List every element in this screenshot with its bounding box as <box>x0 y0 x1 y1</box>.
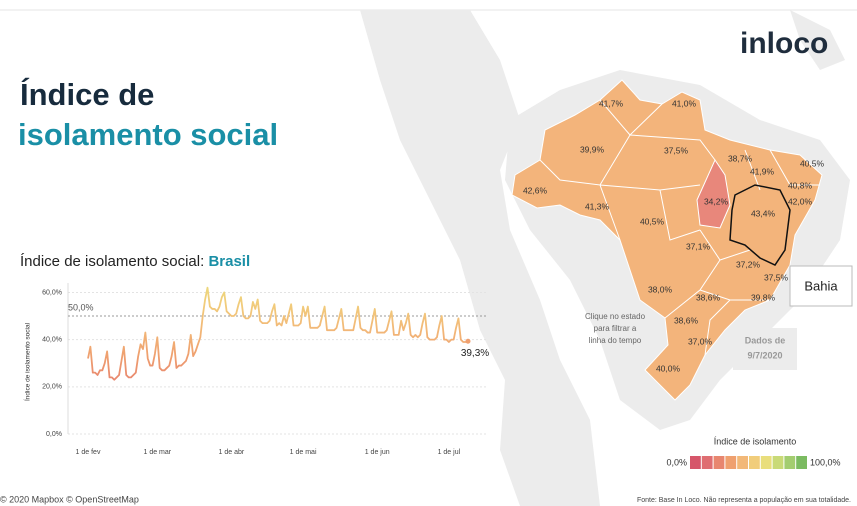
state-label: 39,8% <box>751 292 776 302</box>
x-tick-label: 1 de abr <box>219 449 245 456</box>
chart-title-highlight: Brasil <box>208 253 250 270</box>
legend-min: 0,0% <box>666 457 687 467</box>
state-label: 40,5% <box>800 158 825 168</box>
state-label: 38,6% <box>696 292 721 302</box>
date-box-text: Dados de 9/7/2020 <box>745 335 786 360</box>
legend-swatch <box>713 456 725 469</box>
tooltip: Bahia <box>804 278 838 293</box>
x-tick-label: 1 de mai <box>290 449 317 456</box>
x-tick-label: 1 de jun <box>365 449 390 456</box>
legend-swatch <box>737 456 748 469</box>
source-note: Fonte: Base In Loco. Não representa a po… <box>637 497 851 504</box>
state-label: 40,5% <box>640 216 665 226</box>
state-label: 37,2% <box>736 259 761 269</box>
legend-swatch <box>725 456 737 469</box>
state-label: 38,0% <box>648 284 673 294</box>
state-label: 40,0% <box>656 363 681 373</box>
state-label: 41,0% <box>672 98 697 108</box>
hint: Clique no estado para filtrar a linha do t… <box>585 312 646 345</box>
y-tick-label: 0,0% <box>46 431 62 438</box>
state-label: 41,7% <box>599 98 624 108</box>
y-tick-label: 40,0% <box>42 336 62 343</box>
state-label: 37,1% <box>686 241 711 251</box>
map-labels: 41,7% 41,0% 39,9% 37,5% 38,7% 41,9% 40,5% 40,8%… <box>523 98 825 373</box>
logo: inloco <box>740 27 828 60</box>
y-tick-label: 20,0% <box>42 384 62 391</box>
state-label: 40,8% <box>788 180 813 190</box>
state-label: 37,5% <box>664 145 689 155</box>
page-title-line2: isolamento social <box>18 117 278 152</box>
x-tick-label: 1 de fev <box>76 449 101 456</box>
legend-swatch <box>796 456 807 469</box>
legend-swatch <box>749 456 760 469</box>
hint-line: Clique no estado <box>585 312 646 321</box>
state-tocantins[interactable] <box>696 158 731 229</box>
brazil-map[interactable] <box>511 79 823 401</box>
state-shapes[interactable] <box>511 79 823 401</box>
state-label: 37,0% <box>688 336 713 346</box>
legend-max: 100,0% <box>810 457 841 467</box>
state-label: 39,9% <box>580 144 605 154</box>
date-box <box>733 328 797 370</box>
legend-title: Índice de isolamento <box>714 436 797 446</box>
last-point <box>465 338 471 344</box>
legend-swatch <box>701 456 713 469</box>
state-borders <box>539 99 820 356</box>
legend-swatch <box>760 456 772 469</box>
hint-line: linha do tempo <box>589 336 642 345</box>
tooltip-box <box>789 265 853 307</box>
line-chart: 0,0% 20,0% 40,0% 60,0% 50,0% 1 de fev 1 de mar… <box>42 283 489 456</box>
attribution: © 2020 Mapbox © OpenStreetMap <box>0 494 139 504</box>
state-label: 38,7% <box>728 153 753 163</box>
hint-line: para filtrar a <box>594 324 637 333</box>
state-label: 42,6% <box>523 185 548 195</box>
legend-swatch <box>690 456 701 469</box>
state-label: 38,6% <box>674 315 699 325</box>
value-label: 39,3% <box>461 348 489 359</box>
chart-title: Índice de isolamento social: Brasil <box>20 253 250 270</box>
x-tick-label: 1 de mar <box>143 449 171 456</box>
date-line: Dados de <box>745 335 786 345</box>
legend-swatch <box>784 456 796 469</box>
state-label: 41,9% <box>750 166 775 176</box>
isolation-line <box>87 286 469 381</box>
legend: Índice de isolamento 0,0% 100,0% <box>666 436 841 469</box>
chart-title-text: Índice de isolamento social: <box>20 253 208 270</box>
state-label: 34,2% <box>704 196 729 206</box>
y-axis-label: Índice de isolamento social <box>23 322 32 401</box>
y-tick-label: 60,0% <box>42 289 62 296</box>
state-label: 42,0% <box>788 196 813 206</box>
date-line: 9/7/2020 <box>747 350 782 360</box>
state-label: 37,5% <box>764 272 789 282</box>
reference-label: 50,0% <box>68 302 94 312</box>
page-title-line1: Índice de <box>20 77 154 112</box>
legend-swatch <box>772 456 784 469</box>
state-label: 41,3% <box>585 201 610 211</box>
x-tick-label: 1 de jul <box>438 449 461 456</box>
state-bahia-selected[interactable] <box>729 184 791 266</box>
state-label: 43,4% <box>751 208 776 218</box>
